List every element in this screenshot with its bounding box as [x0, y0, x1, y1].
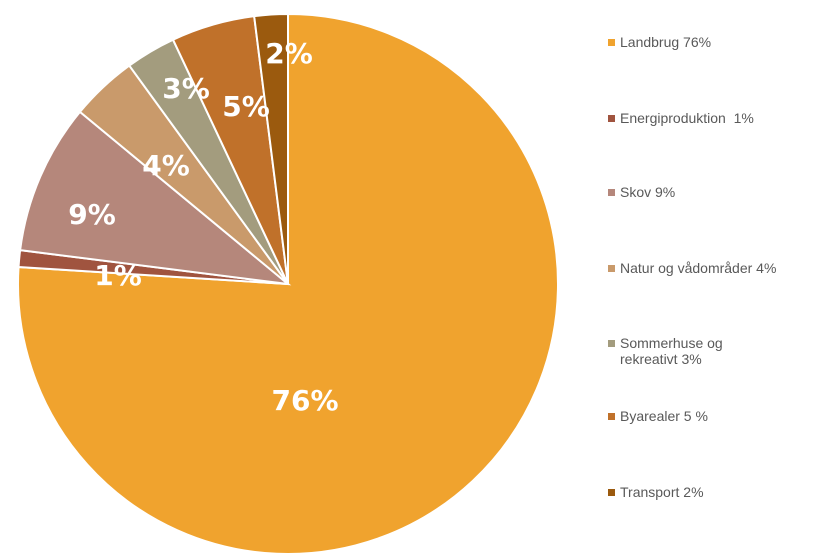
legend-label: Natur og vådområder 4% [620, 260, 777, 276]
legend-item: Landbrug 76% [608, 34, 825, 50]
data-label: 9% [68, 198, 116, 231]
legend-swatch [608, 39, 615, 46]
legend-swatch [608, 265, 615, 272]
data-label: 5% [222, 90, 270, 123]
legend-item: Sommerhuse og rekreativt 3% [608, 335, 748, 367]
legend-item: Transport 2% [608, 484, 825, 500]
legend-item: Skov 9% [608, 184, 825, 200]
legend-label: Skov 9% [620, 184, 676, 200]
legend-swatch [608, 340, 615, 347]
legend-swatch [608, 189, 615, 196]
legend-swatch [608, 413, 615, 420]
legend-label: Transport 2% [620, 484, 704, 500]
data-label: 4% [142, 149, 190, 182]
pie-slice [19, 110, 292, 286]
legend-item: Byarealer 5 % [608, 408, 825, 424]
legend-swatch [608, 489, 615, 496]
data-label: 76% [271, 384, 338, 417]
legend-label: Energiproduktion 1% [620, 110, 754, 126]
legend-item: Natur og vådområder 4% [608, 260, 825, 276]
legend-label: Landbrug 76% [620, 34, 712, 50]
data-label: 2% [265, 37, 313, 70]
legend-label: Byarealer 5 % [620, 408, 708, 424]
legend-label: Sommerhuse og rekreativt 3% [620, 335, 727, 367]
legend-swatch [608, 115, 615, 122]
legend-item: Energiproduktion 1% [608, 110, 825, 126]
pie-slice [253, 12, 289, 285]
data-label: 1% [94, 259, 142, 292]
data-label: 3% [162, 72, 210, 105]
